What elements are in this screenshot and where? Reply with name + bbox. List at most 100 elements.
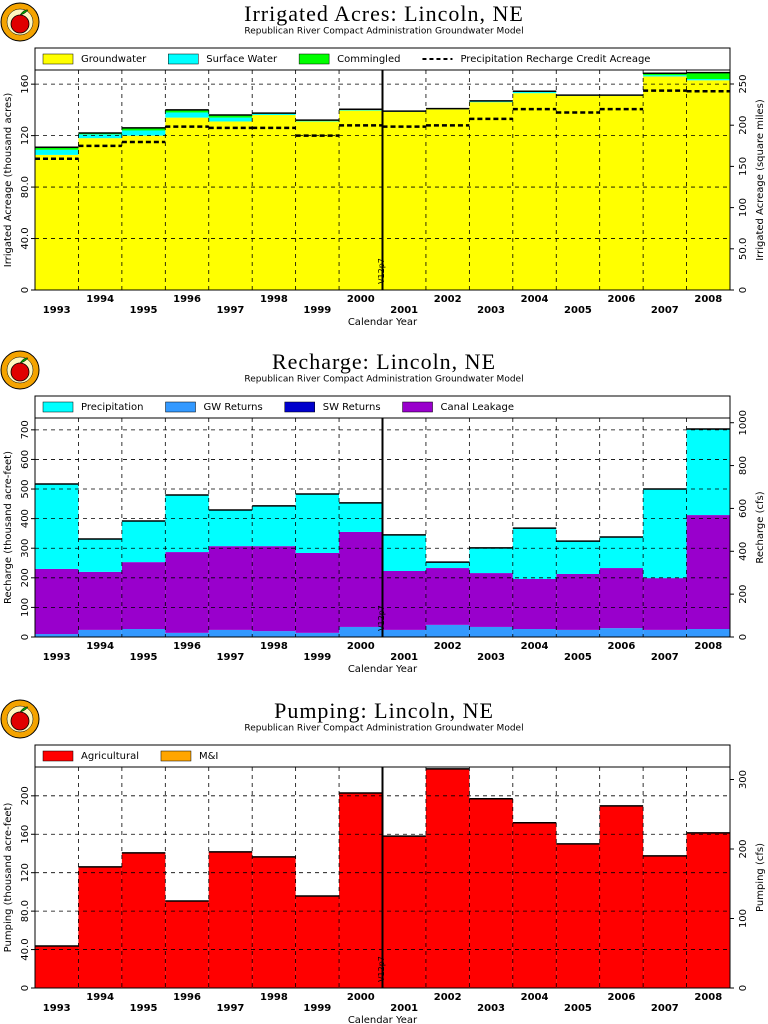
bar-segment — [339, 626, 383, 637]
x-tick-label: 1996 — [173, 641, 201, 652]
bar-segment — [339, 502, 383, 532]
bar-segment — [35, 483, 79, 569]
bar-segment — [469, 102, 513, 290]
logo-leaf — [19, 357, 29, 364]
logo — [0, 350, 40, 390]
bar-segment — [643, 75, 687, 77]
bar-segment — [599, 805, 644, 988]
x-tick-label: 2002 — [434, 641, 462, 652]
bar-segment — [165, 552, 209, 633]
bar-segment — [252, 113, 296, 116]
y2-tick-label: 50.0 — [738, 238, 749, 260]
x-tick-label: 2000 — [347, 641, 375, 652]
x-tick-label: 2006 — [607, 992, 635, 1003]
bar-segment — [469, 626, 513, 637]
chart-subtitle: Republican River Compact Administration … — [244, 375, 523, 385]
bar-segment — [35, 634, 79, 637]
y-tick-label: 700 — [20, 420, 31, 439]
logo-leaf — [19, 706, 29, 713]
x-tick-label: 1998 — [260, 641, 288, 652]
y-tick-label: 120 — [20, 863, 31, 882]
y-tick-label: 500 — [20, 479, 31, 498]
chart-subtitle: Republican River Compact Administration … — [244, 27, 523, 37]
y-tick-label: 80.0 — [20, 176, 31, 198]
x-tick-label: 2006 — [607, 641, 635, 652]
bar-segment — [339, 531, 383, 627]
x-tick-label: 1999 — [303, 1003, 331, 1014]
chart-subtitle: Republican River Compact Administration … — [244, 724, 523, 734]
bar-segment — [643, 73, 687, 76]
y2-tick-label: 400 — [738, 542, 749, 561]
legend-swatch — [284, 401, 315, 413]
bar-segment — [686, 515, 730, 630]
y-tick-label: 160 — [20, 75, 31, 94]
bar-segment — [339, 110, 383, 291]
bar-segment — [121, 852, 166, 988]
bar-segment — [295, 632, 340, 637]
bar-segment — [121, 130, 166, 136]
x-tick-label: 1999 — [303, 652, 331, 663]
bar-segment — [512, 578, 557, 630]
legend-label: M&I — [199, 751, 218, 762]
bar-segment — [165, 112, 209, 118]
bar-segment — [208, 629, 253, 637]
x-axis-label: Calendar Year — [348, 664, 418, 675]
logo-apple — [10, 362, 30, 382]
x-axis-label: Calendar Year — [348, 1015, 418, 1024]
x-tick-label: 2005 — [564, 652, 592, 663]
bar-segment — [382, 571, 426, 630]
x-tick-label: 2002 — [434, 992, 462, 1003]
legend-label: Groundwater — [81, 54, 147, 65]
x-tick-label: 2001 — [390, 652, 418, 663]
y2-tick-label: 200 — [738, 839, 749, 858]
y-tick-label: 160 — [20, 825, 31, 844]
x-tick-label: 2006 — [607, 294, 635, 305]
y-tick-label: 200 — [20, 786, 31, 805]
legend-swatch — [42, 750, 74, 762]
y2-tick-label: 250 — [738, 74, 749, 93]
x-tick-label: 1995 — [130, 652, 158, 663]
bar-segment — [295, 121, 340, 290]
x-tick-label: 2007 — [651, 652, 679, 663]
bar-segment — [686, 79, 730, 81]
x-tick-label: 2004 — [521, 992, 549, 1003]
y2-axis-label: Pumping (cfs) — [755, 843, 766, 912]
y-tick-label: 400 — [20, 509, 31, 528]
bar-segment — [35, 149, 79, 155]
bar-segment — [382, 629, 426, 637]
x-axis-label: Calendar Year — [348, 317, 418, 328]
bar-segment — [295, 552, 340, 633]
legend-label: Surface Water — [206, 54, 278, 65]
y2-tick-label: 600 — [738, 499, 749, 518]
bar-segment — [643, 76, 687, 291]
bar-segment — [295, 494, 340, 553]
bar-segment — [599, 536, 644, 569]
legend-swatch — [42, 401, 74, 413]
bar-segment — [425, 568, 470, 625]
y-tick-label: 600 — [20, 450, 31, 469]
legend-box — [34, 744, 731, 768]
logo — [0, 2, 40, 42]
x-tick-label: 1999 — [303, 305, 331, 316]
bar-segment — [295, 120, 340, 122]
legend-label: Precipitation Recharge Credit Acreage — [460, 54, 650, 65]
bar-segment — [686, 80, 730, 291]
bar-segment — [643, 629, 687, 637]
x-tick-label: 1994 — [86, 992, 114, 1003]
bar-segment — [35, 568, 79, 635]
bar-segment — [78, 866, 122, 988]
legend-box — [34, 395, 731, 419]
bar-segment — [78, 571, 122, 630]
x-tick-label: 1998 — [260, 294, 288, 305]
bar-segment — [165, 109, 209, 113]
bar-segment — [599, 628, 644, 637]
y2-tick-label: 800 — [738, 456, 749, 475]
legend-swatch — [298, 53, 330, 65]
y2-tick-label: 100 — [738, 909, 749, 928]
bar-segment — [208, 117, 253, 122]
bar-segment — [208, 121, 253, 290]
x-tick-label: 1998 — [260, 992, 288, 1003]
bar-segment — [686, 428, 730, 516]
bar-segment — [78, 629, 122, 637]
